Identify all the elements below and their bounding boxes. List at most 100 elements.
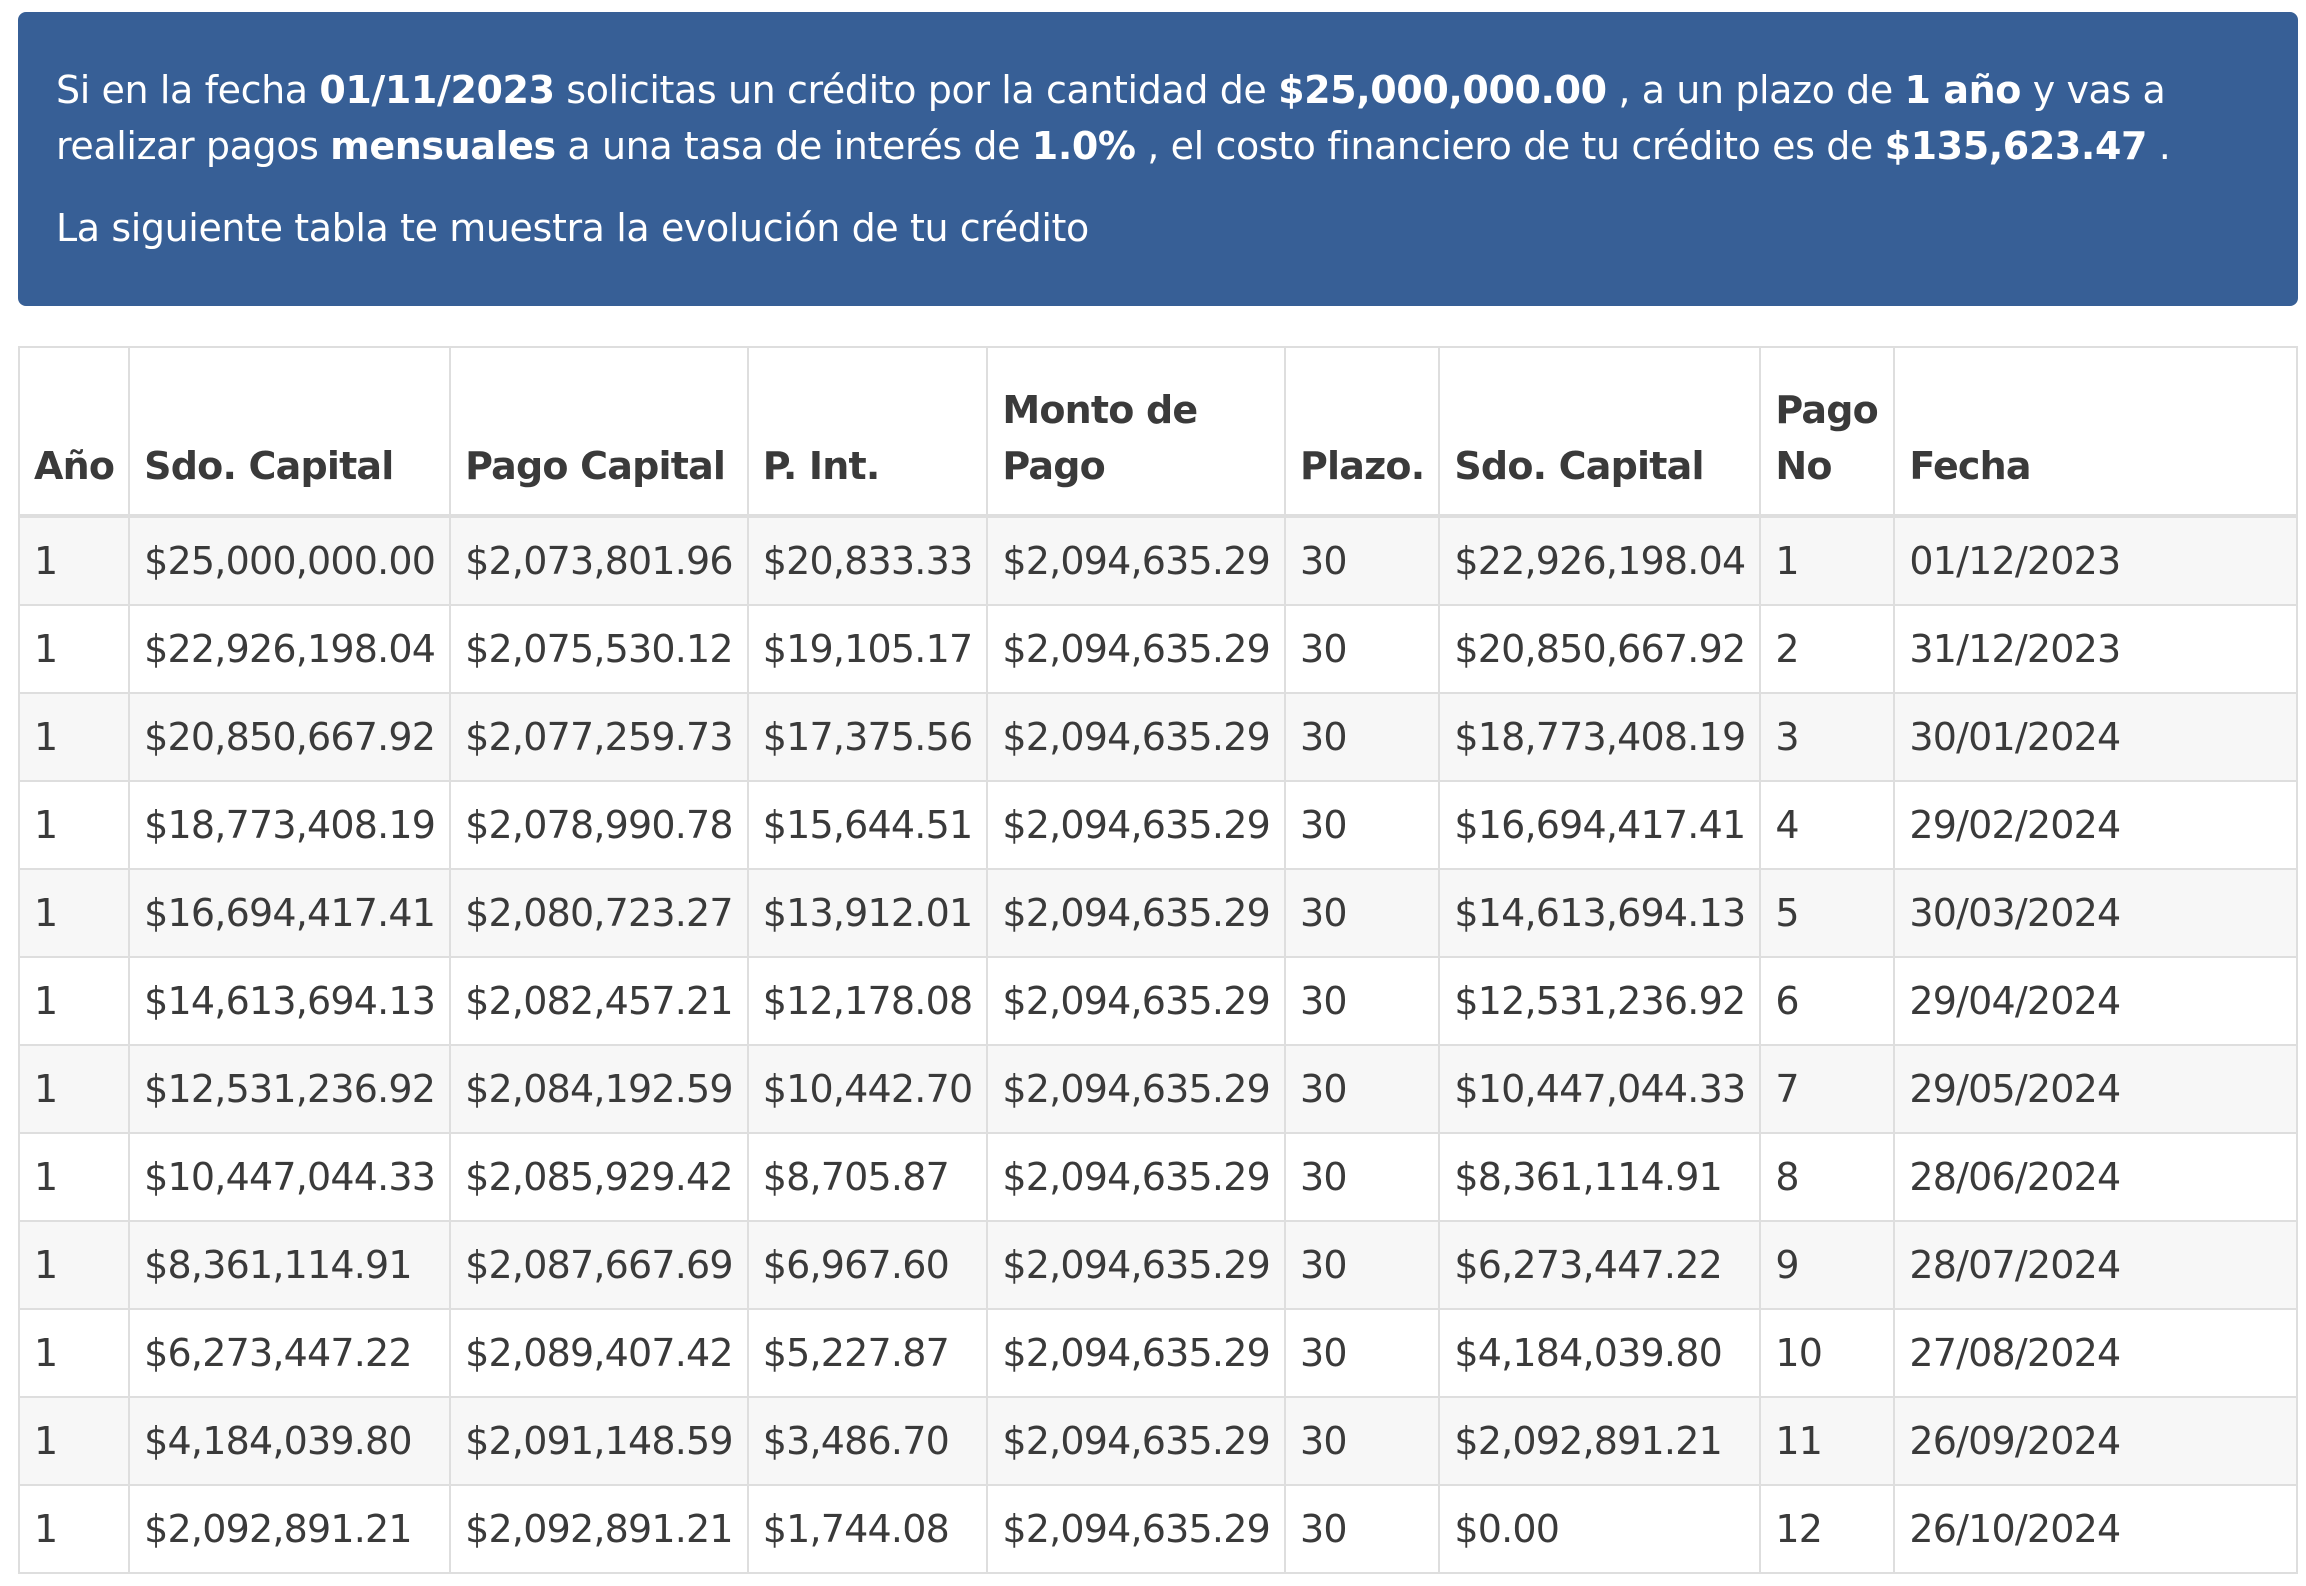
payment-number-cell: 8 [1759,1132,1896,1222]
remaining-balance-cell: $0.00 [1438,1484,1762,1574]
date-cell: 31/12/2023 [1893,604,2298,694]
interest-rate: 1.0% [1031,124,1136,168]
table-row: 1 $16,694,417.41 $2,080,723.27 $13,912.01 $2… [17,868,2298,958]
term-days-cell: 30 [1283,1484,1441,1574]
payment-number-cell: 3 [1759,692,1896,782]
payment-amount-cell: $2,094,635.29 [986,956,1286,1046]
remaining-balance-cell: $6,273,447.22 [1438,1220,1762,1310]
payment-amount-cell: $2,094,635.29 [986,1484,1286,1574]
loan-term: 1 año [1904,68,2022,112]
term-days-cell: 30 [1283,956,1441,1046]
payment-number-cell: 10 [1759,1308,1896,1398]
table-row: 1 $18,773,408.19 $2,078,990.78 $15,644.51 $2… [17,780,2298,870]
year-cell: 1 [17,1132,131,1222]
table-row: 1 $20,850,667.92 $2,077,259.73 $17,375.56 $2… [17,692,2298,782]
interest-cell: $17,375.56 [746,692,989,782]
capital-payment-cell: $2,075,530.12 [449,604,749,694]
capital-payment-cell: $2,080,723.27 [449,868,749,958]
capital-payment-cell: $2,092,891.21 [449,1484,749,1574]
header-term-days: Plazo. [1283,346,1441,518]
remaining-balance-cell: $16,694,417.41 [1438,780,1762,870]
capital-balance-cell: $2,092,891.21 [128,1484,452,1574]
summary-text: solicitas un crédito por la cantidad de [554,68,1279,112]
term-days-cell: 30 [1283,515,1441,606]
summary-text: , a un plazo de [1606,68,1905,112]
header-capital-payment: Pago Capital [449,346,749,518]
term-days-cell: 30 [1283,692,1441,782]
table-row: 1 $25,000,000.00 $2,073,801.96 $20,833.33 $2… [17,515,2298,606]
payment-number-cell: 7 [1759,1044,1896,1134]
table-row: 1 $2,092,891.21 $2,092,891.21 $1,744.08 $2,0… [17,1484,2298,1574]
payment-amount-cell: $2,094,635.29 [986,1044,1286,1134]
capital-payment-cell: $2,078,990.78 [449,780,749,870]
table-header-row: Año Sdo. Capital Pago Capital P. Int. Mo… [17,346,2298,518]
remaining-balance-cell: $4,184,039.80 [1438,1308,1762,1398]
payment-number-cell: 5 [1759,868,1896,958]
remaining-balance-cell: $12,531,236.92 [1438,956,1762,1046]
interest-cell: $12,178.08 [746,956,989,1046]
capital-balance-cell: $12,531,236.92 [128,1044,452,1134]
capital-balance-cell: $22,926,198.04 [128,604,452,694]
table-row: 1 $4,184,039.80 $2,091,148.59 $3,486.70 $2,0… [17,1396,2298,1486]
payment-amount-cell: $2,094,635.29 [986,868,1286,958]
interest-cell: $5,227.87 [746,1308,989,1398]
header-date: Fecha [1893,346,2298,518]
payment-amount-cell: $2,094,635.29 [986,1308,1286,1398]
term-days-cell: 30 [1283,604,1441,694]
year-cell: 1 [17,1044,131,1134]
header-capital-balance: Sdo. Capital [128,346,452,518]
capital-balance-cell: $20,850,667.92 [128,692,452,782]
date-cell: 29/02/2024 [1893,780,2298,870]
interest-cell: $3,486.70 [746,1396,989,1486]
term-days-cell: 30 [1283,1132,1441,1222]
table-intro: La siguiente tabla te muestra la evoluci… [56,206,1089,250]
payment-amount-cell: $2,094,635.29 [986,780,1286,870]
table-body: 1 $25,000,000.00 $2,073,801.96 $20,833.33 $2… [17,515,2298,1574]
date-cell: 26/09/2024 [1893,1396,2298,1486]
remaining-balance-cell: $8,361,114.91 [1438,1132,1762,1222]
interest-cell: $19,105.17 [746,604,989,694]
header-remaining-balance: Sdo. Capital [1438,346,1762,518]
capital-balance-cell: $16,694,417.41 [128,868,452,958]
credit-summary-banner: Si en la fecha 01/11/2023 solicitas un c… [18,12,2298,306]
year-cell: 1 [17,868,131,958]
capital-payment-cell: $2,073,801.96 [449,515,749,606]
term-days-cell: 30 [1283,1308,1441,1398]
capital-balance-cell: $8,361,114.91 [128,1220,452,1310]
remaining-balance-cell: $2,092,891.21 [1438,1396,1762,1486]
amortization-table: Año Sdo. Capital Pago Capital P. Int. Mo… [17,346,2298,1574]
loan-amount: $25,000,000.00 [1278,68,1607,112]
date-cell: 27/08/2024 [1893,1308,2298,1398]
capital-balance-cell: $25,000,000.00 [128,515,452,606]
term-days-cell: 30 [1283,868,1441,958]
header-payment-amount: Monto de Pago [986,346,1286,518]
payment-number-cell: 1 [1759,515,1896,606]
capital-balance-cell: $14,613,694.13 [128,956,452,1046]
request-date: 01/11/2023 [319,68,555,112]
date-cell: 29/05/2024 [1893,1044,2298,1134]
interest-cell: $20,833.33 [746,515,989,606]
header-interest: P. Int. [746,346,989,518]
year-cell: 1 [17,956,131,1046]
table-row: 1 $8,361,114.91 $2,087,667.69 $6,967.60 $2,0… [17,1220,2298,1310]
capital-payment-cell: $2,077,259.73 [449,692,749,782]
financial-cost: $135,623.47 [1884,124,2148,168]
payment-amount-cell: $2,094,635.29 [986,515,1286,606]
table-row: 1 $14,613,694.13 $2,082,457.21 $12,178.08 $2… [17,956,2298,1046]
interest-cell: $6,967.60 [746,1220,989,1310]
year-cell: 1 [17,1308,131,1398]
capital-balance-cell: $10,447,044.33 [128,1132,452,1222]
year-cell: 1 [17,515,131,606]
interest-cell: $13,912.01 [746,868,989,958]
summary-text: a una tasa de interés de [555,124,1032,168]
interest-cell: $1,744.08 [746,1484,989,1574]
capital-balance-cell: $6,273,447.22 [128,1308,452,1398]
date-cell: 29/04/2024 [1893,956,2298,1046]
table-row: 1 $6,273,447.22 $2,089,407.42 $5,227.87 $2,0… [17,1308,2298,1398]
table-row: 1 $22,926,198.04 $2,075,530.12 $19,105.17 $2… [17,604,2298,694]
capital-balance-cell: $4,184,039.80 [128,1396,452,1486]
payment-amount-cell: $2,094,635.29 [986,1132,1286,1222]
payment-number-cell: 9 [1759,1220,1896,1310]
capital-payment-cell: $2,084,192.59 [449,1044,749,1134]
capital-payment-cell: $2,082,457.21 [449,956,749,1046]
